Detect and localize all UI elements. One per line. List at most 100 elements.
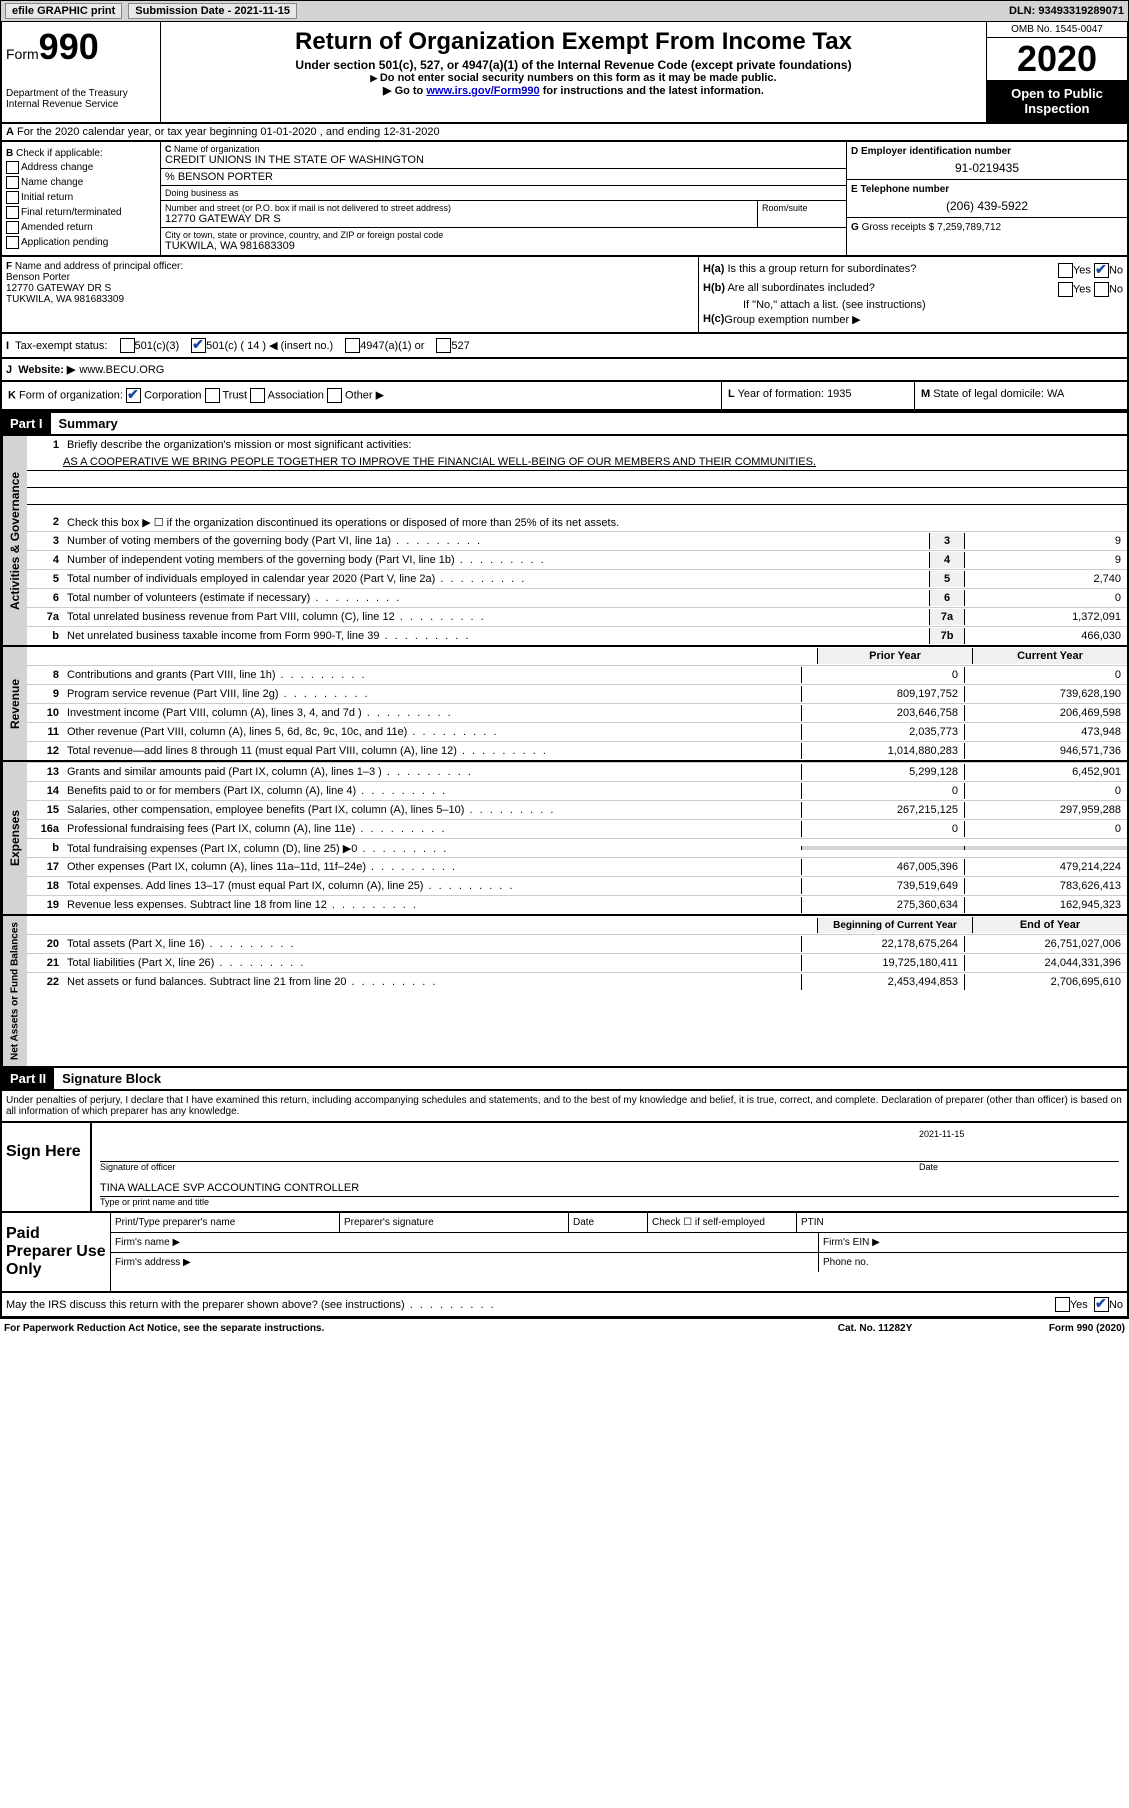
declaration-text: Under penalties of perjury, I declare th… bbox=[6, 1095, 1123, 1117]
check-address-change[interactable] bbox=[6, 161, 19, 174]
officer-addr2: TUKWILA, WA 981683309 bbox=[6, 294, 124, 305]
gross-label: Gross receipts $ bbox=[862, 222, 938, 233]
hb-yes[interactable] bbox=[1058, 282, 1073, 297]
table-row: bTotal fundraising expenses (Part IX, co… bbox=[27, 838, 1127, 857]
org-name-label: Name of organization bbox=[174, 144, 260, 154]
box-klm: K Form of organization: Corporation Trus… bbox=[0, 382, 1129, 411]
header-left: Form990 Department of the Treasury Inter… bbox=[2, 22, 161, 122]
l5-desc: Total number of individuals employed in … bbox=[63, 571, 929, 587]
check-pending[interactable] bbox=[6, 236, 19, 249]
check-501c3[interactable] bbox=[120, 338, 135, 353]
care-of: % Benson Porter bbox=[165, 171, 842, 183]
prior-val: 275,360,634 bbox=[801, 897, 964, 913]
l3-val: 9 bbox=[964, 533, 1127, 549]
table-row: 21Total liabilities (Part X, line 26)19,… bbox=[27, 953, 1127, 972]
prior-val: 22,178,675,264 bbox=[801, 936, 964, 952]
table-row: 15Salaries, other compensation, employee… bbox=[27, 800, 1127, 819]
hb-no[interactable] bbox=[1094, 282, 1109, 297]
check-501c[interactable] bbox=[191, 338, 206, 353]
ptin-label: PTIN bbox=[797, 1213, 1127, 1232]
hdr-end: End of Year bbox=[972, 917, 1127, 933]
ha-no[interactable] bbox=[1094, 263, 1109, 278]
curr-val: 473,948 bbox=[964, 724, 1127, 740]
check-4947[interactable] bbox=[345, 338, 360, 353]
line-num: 20 bbox=[27, 936, 63, 952]
check-527[interactable] bbox=[436, 338, 451, 353]
type-name-label: Type or print name and title bbox=[100, 1197, 1119, 1207]
curr-val: 783,626,413 bbox=[964, 878, 1127, 894]
irs-link[interactable]: www.irs.gov/Form990 bbox=[426, 85, 539, 97]
discuss-yes-label: Yes bbox=[1070, 1299, 1088, 1311]
l6-desc: Total number of volunteers (estimate if … bbox=[63, 590, 929, 606]
l5-val: 2,740 bbox=[964, 571, 1127, 587]
prep-phone-label: Phone no. bbox=[819, 1253, 1127, 1272]
discuss-label: May the IRS discuss this return with the… bbox=[6, 1299, 1055, 1311]
prior-val: 5,299,128 bbox=[801, 764, 964, 780]
check-amended[interactable] bbox=[6, 221, 19, 234]
line-num: 17 bbox=[27, 859, 63, 875]
line-desc: Benefits paid to or for members (Part IX… bbox=[63, 783, 801, 799]
opt-address: Address change bbox=[21, 162, 93, 173]
vlabel-netassets: Net Assets or Fund Balances bbox=[2, 916, 27, 1066]
preparer-block: Paid Preparer Use Only Print/Type prepar… bbox=[0, 1213, 1129, 1293]
prior-val: 2,035,773 bbox=[801, 724, 964, 740]
check-corp[interactable] bbox=[126, 388, 141, 403]
check-initial[interactable] bbox=[6, 191, 19, 204]
opt-501c: 501(c) ( 14 ) ◀ (insert no.) bbox=[206, 339, 333, 352]
l6-box: 6 bbox=[929, 590, 964, 606]
curr-val: 739,628,190 bbox=[964, 686, 1127, 702]
check-other[interactable] bbox=[327, 388, 342, 403]
curr-val: 6,452,901 bbox=[964, 764, 1127, 780]
year-formation-label: Year of formation: bbox=[738, 388, 827, 400]
check-trust[interactable] bbox=[205, 388, 220, 403]
ha-yes[interactable] bbox=[1058, 263, 1073, 278]
sig-officer-label: Signature of officer bbox=[100, 1162, 919, 1172]
tax-year: 2020 bbox=[987, 38, 1127, 80]
goto-pre: Go to bbox=[395, 85, 427, 97]
line-desc: Investment income (Part VIII, column (A)… bbox=[63, 705, 801, 721]
check-self-label: Check ☐ if self-employed bbox=[648, 1213, 797, 1232]
line-num: 15 bbox=[27, 802, 63, 818]
sign-here-label: Sign Here bbox=[2, 1123, 90, 1211]
table-row: 8Contributions and grants (Part VIII, li… bbox=[27, 665, 1127, 684]
l3-box: 3 bbox=[929, 533, 964, 549]
curr-val: 0 bbox=[964, 783, 1127, 799]
check-name-change[interactable] bbox=[6, 176, 19, 189]
domicile-label: State of legal domicile: bbox=[933, 388, 1047, 400]
curr-val: 297,959,288 bbox=[964, 802, 1127, 818]
box-j: J Website: ▶ www.BECU.ORG bbox=[0, 359, 1129, 382]
officer-addr1: 12770 GATEWAY DR S bbox=[6, 283, 111, 294]
discuss-row: May the IRS discuss this return with the… bbox=[0, 1293, 1129, 1318]
check-final[interactable] bbox=[6, 206, 19, 219]
form-org-label: Form of organization: bbox=[19, 389, 123, 401]
box-h: H(a) Is this a group return for subordin… bbox=[699, 257, 1127, 332]
line-num: 18 bbox=[27, 878, 63, 894]
submission-date-button[interactable]: Submission Date - 2021-11-15 bbox=[128, 3, 297, 19]
yes-label2: Yes bbox=[1073, 283, 1091, 295]
efile-button[interactable]: efile GRAPHIC print bbox=[5, 3, 122, 19]
line-desc: Total liabilities (Part X, line 26) bbox=[63, 955, 801, 971]
dept-treasury: Department of the Treasury bbox=[6, 88, 156, 99]
table-row: 16aProfessional fundraising fees (Part I… bbox=[27, 819, 1127, 838]
table-row: 20Total assets (Part X, line 16)22,178,6… bbox=[27, 934, 1127, 953]
firm-ein-label: Firm's EIN ▶ bbox=[819, 1233, 1127, 1252]
part1-title: Summary bbox=[51, 413, 126, 434]
opt-assoc: Association bbox=[268, 389, 324, 401]
l7a-box: 7a bbox=[929, 609, 964, 625]
discuss-yes[interactable] bbox=[1055, 1297, 1070, 1312]
discuss-no[interactable] bbox=[1094, 1297, 1109, 1312]
note-goto: ▶ Go to www.irs.gov/Form990 for instruct… bbox=[165, 84, 982, 97]
dln-value: 93493319289071 bbox=[1038, 5, 1124, 17]
l7b-val: 466,030 bbox=[964, 628, 1127, 644]
website-value: www.BECU.ORG bbox=[79, 364, 164, 376]
check-assoc[interactable] bbox=[250, 388, 265, 403]
opt-corp: Corporation bbox=[144, 389, 201, 401]
header-right: OMB No. 1545-0047 2020 Open to Public In… bbox=[986, 22, 1127, 122]
table-row: 18Total expenses. Add lines 13–17 (must … bbox=[27, 876, 1127, 895]
street-address: 12770 GATEWAY DR S bbox=[165, 213, 753, 225]
prior-val: 0 bbox=[801, 821, 964, 837]
line-desc: Grants and similar amounts paid (Part IX… bbox=[63, 764, 801, 780]
line-num: 14 bbox=[27, 783, 63, 799]
curr-val: 946,571,736 bbox=[964, 743, 1127, 759]
blank-line-2 bbox=[27, 488, 1127, 505]
